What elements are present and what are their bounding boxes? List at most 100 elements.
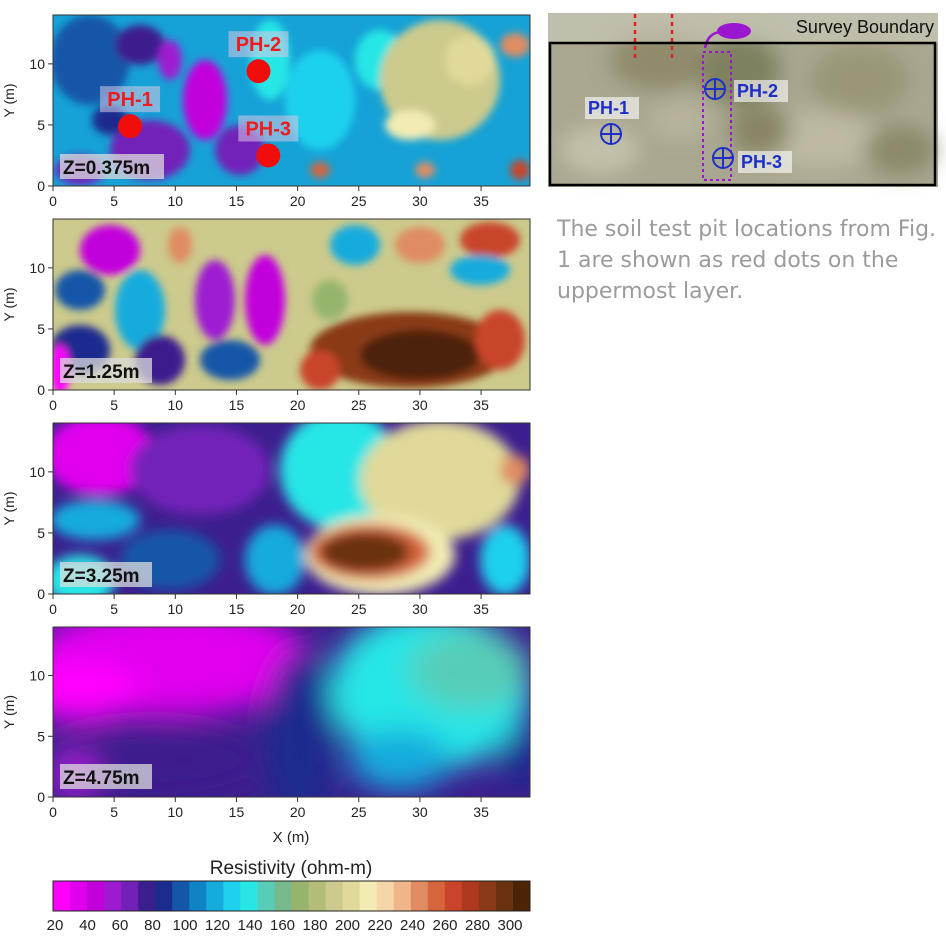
test-pit-label-bg	[100, 86, 161, 113]
colorbar-tick-label: 240	[400, 917, 425, 934]
panel-label-bg	[60, 358, 152, 383]
map-test-pit-label: PH-2	[737, 81, 778, 101]
x-tick-label: 30	[412, 397, 428, 413]
y-tick-label: 10	[29, 260, 45, 276]
panel-label: Z=3.25m	[63, 566, 140, 587]
test-pit-dot	[246, 59, 271, 84]
colorbar-swatch	[478, 881, 497, 911]
colorbar-swatch	[512, 881, 531, 911]
map-inset: Survey Boundary PH-1 PH-2 PH-3	[548, 13, 938, 187]
colorbar-swatch	[274, 881, 292, 911]
heatmap-panel-1: 0 5 10 15 20 25 30 35 0 5 10 Y (m) PH-1 PH-2 PH-3 Z=0…	[1, 14, 531, 209]
y-tick-label: 10	[29, 56, 45, 72]
y-tick-label: 10	[29, 464, 45, 480]
x-tick-label: 30	[412, 601, 428, 617]
x-tick-label: 5	[110, 804, 118, 820]
colorbar-tick-label: 160	[270, 917, 295, 934]
panel-label: Z=4.75m	[63, 768, 140, 789]
x-tick-label: 35	[473, 601, 489, 617]
colorbar-swatch	[257, 881, 275, 911]
colorbar-swatch	[376, 881, 395, 911]
x-tick-label: 30	[412, 193, 428, 209]
map-label-bg	[738, 151, 792, 173]
colorbar-swatch	[427, 881, 446, 911]
x-tick-label: 10	[168, 397, 184, 413]
plot-frame	[52, 218, 531, 391]
colorbar-swatch	[495, 881, 514, 911]
heatmap-field-4	[53, 627, 530, 797]
colorbar-swatch	[189, 881, 207, 911]
colorbar: 20 40 60 80 100 120 140 160 180 200 220 240 260 280 30…	[47, 880, 531, 934]
test-pit-label: PH-3	[245, 118, 291, 140]
x-tick-label: 15	[229, 804, 245, 820]
x-tick-label: 0	[49, 601, 57, 617]
x-tick-label: 0	[49, 397, 57, 413]
y-axis-title: Y (m)	[1, 492, 17, 526]
x-tick-label: 5	[110, 601, 118, 617]
x-tick-label: 30	[412, 804, 428, 820]
map-test-pit-label: PH-1	[588, 98, 629, 118]
x-tick-label: 35	[473, 397, 489, 413]
plot-frame	[52, 422, 531, 595]
test-pit-label: PH-1	[107, 89, 153, 111]
colorbar-swatch	[291, 881, 310, 911]
colorbar-swatch	[121, 881, 139, 911]
panel-label: Z=1.25m	[63, 362, 140, 383]
heatmap-panel-4: 0 5 10 15 20 25 30 35 0 5 10 Y (m) Z=4.75m	[1, 626, 531, 820]
colorbar-tick-label: 60	[112, 917, 129, 934]
heatmap-panel-2: 0 5 10 15 20 25 30 35 0 5 10 Y (m) Z=1.25m	[1, 218, 531, 413]
colorbar-tick-label: 40	[79, 917, 96, 934]
colorbar-swatch	[206, 881, 224, 911]
colorbar-swatch	[325, 881, 344, 911]
colorbar-swatch	[444, 881, 463, 911]
x-tick-label: 20	[290, 193, 306, 209]
y-axis-title: Y (m)	[1, 84, 17, 118]
x-tick-label: 25	[351, 397, 367, 413]
colorbar-tick-label: 200	[335, 917, 360, 934]
panel-label-bg	[60, 764, 152, 789]
x-tick-label: 35	[473, 804, 489, 820]
test-pit-dot	[118, 114, 143, 139]
x-tick-label: 20	[290, 397, 306, 413]
x-tick-label: 0	[49, 193, 57, 209]
colorbar-swatch	[155, 881, 173, 911]
x-tick-label: 10	[168, 601, 184, 617]
x-tick-label: 15	[229, 397, 245, 413]
purple-marker	[717, 23, 751, 39]
colorbar-tick-label: 220	[367, 917, 392, 934]
x-tick-label: 35	[473, 193, 489, 209]
survey-boundary-label: Survey Boundary	[796, 17, 934, 37]
colorbar-tick-label: 260	[432, 917, 457, 934]
y-tick-label: 5	[37, 321, 45, 337]
map-label-bg	[734, 80, 788, 102]
x-axis-title: X (m)	[273, 829, 310, 846]
map-test-pits: PH-1 PH-2 PH-3	[585, 78, 792, 173]
x-tick-label: 25	[351, 193, 367, 209]
colorbar-tick-label: 20	[47, 917, 64, 934]
axes-panel-2: 0 5 10 15 20 25 30 35 0 5 10 Y (m)	[1, 260, 489, 413]
test-pit-label: PH-2	[236, 34, 282, 56]
y-tick-label: 5	[37, 728, 45, 744]
colorbar-tick-label: 100	[172, 917, 197, 934]
colorbar-tick-label: 280	[465, 917, 490, 934]
colorbar-swatch	[410, 881, 429, 911]
colorbar-swatch	[359, 881, 378, 911]
plot-frame	[52, 14, 531, 187]
y-tick-label: 5	[37, 117, 45, 133]
colorbar-swatch	[104, 881, 122, 911]
y-axis-title: Y (m)	[1, 695, 17, 729]
colorbar-title: Resistivity (ohm-m)	[210, 858, 373, 879]
colorbar-tick-label: 80	[144, 917, 161, 934]
colorbar-tick-label: 180	[302, 917, 327, 934]
colorbar-swatch	[172, 881, 190, 911]
panel-label: Z=0.375m	[63, 158, 150, 179]
colorbar-swatch	[461, 881, 480, 911]
panel-label-bg	[60, 154, 164, 179]
y-tick-label: 0	[37, 178, 45, 194]
x-tick-label: 25	[351, 601, 367, 617]
x-tick-label: 20	[290, 804, 306, 820]
y-tick-label: 10	[29, 668, 45, 684]
y-axis-title: Y (m)	[1, 288, 17, 322]
axes-panel-4: 0 5 10 15 20 25 30 35 0 5 10 Y (m)	[1, 668, 489, 820]
